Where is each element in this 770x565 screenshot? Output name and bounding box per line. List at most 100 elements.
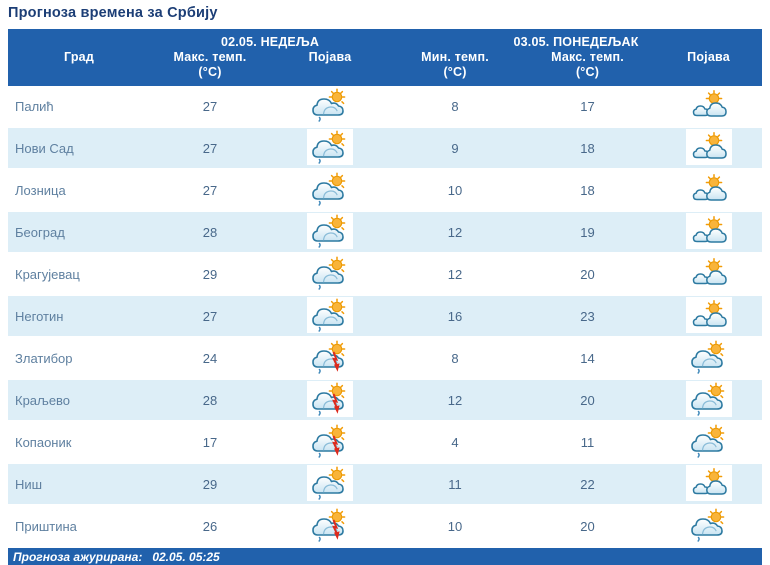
day1-max-cell: 27 bbox=[202, 98, 218, 114]
col-header-day1-phenomenon: Појава bbox=[270, 49, 391, 86]
day2-max-cell: 17 bbox=[580, 98, 595, 114]
cloud-sun-drizzle-icon bbox=[685, 381, 732, 417]
day2-min-cell: 4 bbox=[451, 434, 459, 450]
day1-phenomenon-cell bbox=[270, 505, 390, 547]
clouds-sun-icon bbox=[685, 171, 732, 207]
cloud-sun-storm-icon bbox=[307, 423, 353, 459]
day2-max-cell: 19 bbox=[580, 224, 595, 240]
city-cell: Златибор bbox=[15, 350, 73, 366]
forecast-row: Лозница 27 10 18 bbox=[8, 169, 763, 211]
day2-phenomenon-cell bbox=[655, 86, 762, 127]
cloud-sun-drizzle-icon bbox=[685, 507, 732, 543]
day2-min-cell: 11 bbox=[448, 476, 462, 492]
city-cell: Палић bbox=[15, 98, 54, 114]
updated-time: 02.05. 05:25 bbox=[152, 549, 220, 564]
day2-max-cell: 11 bbox=[580, 434, 595, 450]
day2-max-cell: 22 bbox=[580, 476, 595, 492]
day2-phenomenon-cell bbox=[655, 295, 762, 337]
day2-max-cell: 18 bbox=[580, 140, 595, 156]
clouds-sun-icon bbox=[685, 297, 732, 333]
day2-phenomenon-cell bbox=[655, 211, 762, 253]
day2-min-cell: 10 bbox=[447, 518, 463, 534]
col-label: Мин. темп. bbox=[421, 50, 489, 64]
day2-phenomenon-cell bbox=[655, 379, 762, 421]
clouds-sun-icon bbox=[685, 87, 732, 123]
forecast-row: Ниш 29 11 22 bbox=[8, 463, 763, 505]
day1-max-cell: 28 bbox=[202, 224, 218, 240]
col-label: Макс. темп. bbox=[551, 50, 624, 64]
forecast-row: Нови Сад 27 9 18 bbox=[8, 127, 763, 169]
day2-phenomenon-cell bbox=[655, 337, 762, 379]
day2-min-cell: 8 bbox=[451, 98, 459, 114]
update-bar: Прогноза ажурирана: 02.05. 05:25 bbox=[8, 548, 762, 565]
clouds-sun-icon bbox=[685, 255, 732, 291]
page-title: Прогноза времена за Србију bbox=[8, 5, 218, 21]
day2-header: 03.05. ПОНЕДЕЉАК bbox=[390, 29, 763, 49]
forecast-row: Краљево 28 12 20 bbox=[8, 379, 763, 421]
forecast-row: Палић 27 8 17 bbox=[8, 86, 763, 127]
cloud-sun-drizzle-icon bbox=[307, 129, 353, 165]
day2-min-cell: 12 bbox=[447, 224, 463, 240]
city-cell: Неготин bbox=[15, 308, 64, 324]
day1-phenomenon-cell bbox=[270, 169, 390, 211]
clouds-sun-icon bbox=[685, 129, 732, 165]
day1-max-cell: 26 bbox=[202, 518, 218, 534]
day1-max-cell: 24 bbox=[202, 350, 218, 366]
day1-phenomenon-cell bbox=[270, 463, 390, 505]
day1-max-cell: 27 bbox=[202, 140, 218, 156]
forecast-row: Београд 28 12 19 bbox=[8, 211, 763, 253]
day2-min-cell: 8 bbox=[451, 350, 459, 366]
day2-min-cell: 12 bbox=[447, 266, 463, 282]
cloud-sun-drizzle-icon bbox=[307, 255, 353, 291]
day2-max-cell: 20 bbox=[580, 392, 595, 408]
city-cell: Крагујевац bbox=[15, 266, 80, 282]
cloud-sun-storm-icon bbox=[307, 381, 353, 417]
day1-phenomenon-cell bbox=[270, 295, 390, 337]
col-header-day2-max: Макс. темп. (°C) bbox=[520, 49, 656, 86]
unit-label: (°C) bbox=[198, 65, 222, 79]
day2-phenomenon-cell bbox=[655, 505, 762, 547]
clouds-sun-icon bbox=[685, 465, 732, 501]
col-label: Макс. темп. bbox=[173, 50, 247, 64]
city-cell: Лозница bbox=[15, 182, 66, 198]
day2-max-cell: 23 bbox=[580, 308, 595, 324]
col-header-city: Град bbox=[8, 49, 150, 86]
forecast-body: Палић 27 8 17 Нови Сад 27 9 18 Лозница 2… bbox=[8, 86, 763, 547]
cloud-sun-drizzle-icon bbox=[307, 213, 353, 249]
cloud-sun-storm-icon bbox=[307, 339, 353, 375]
day1-phenomenon-cell bbox=[270, 211, 390, 253]
day1-max-cell: 17 bbox=[202, 434, 218, 450]
city-cell: Београд bbox=[15, 224, 65, 240]
col-label: Појава bbox=[687, 50, 730, 64]
day1-phenomenon-cell bbox=[270, 127, 390, 169]
forecast-table: 02.05. НЕДЕЉА 03.05. ПОНЕДЕЉАК Град Макс… bbox=[8, 29, 763, 548]
day2-phenomenon-cell bbox=[655, 463, 762, 505]
clouds-sun-icon bbox=[685, 213, 732, 249]
day1-header: 02.05. НЕДЕЉА bbox=[150, 29, 391, 49]
day1-phenomenon-cell bbox=[270, 421, 390, 463]
day2-min-cell: 9 bbox=[451, 140, 459, 156]
day2-max-cell: 18 bbox=[580, 182, 595, 198]
forecast-row: Златибор 24 8 14 bbox=[8, 337, 763, 379]
forecast-row: Крагујевац 29 12 20 bbox=[8, 253, 763, 295]
cloud-sun-drizzle-icon bbox=[685, 339, 732, 375]
cloud-sun-storm-icon bbox=[307, 507, 353, 543]
cloud-sun-drizzle-icon bbox=[307, 297, 353, 333]
day1-max-cell: 27 bbox=[202, 182, 218, 198]
unit-label: (°C) bbox=[575, 65, 600, 79]
cloud-sun-drizzle-icon bbox=[307, 87, 353, 123]
col-header-day2-min: Мин. темп. (°C) bbox=[390, 49, 521, 86]
city-cell: Нови Сад bbox=[15, 140, 74, 156]
updated-label: Прогноза ажурирана: bbox=[13, 549, 143, 564]
day1-phenomenon-cell bbox=[270, 379, 390, 421]
day2-phenomenon-cell bbox=[655, 253, 762, 295]
city-cell: Копаоник bbox=[15, 434, 72, 450]
day1-phenomenon-cell bbox=[270, 253, 390, 295]
day1-max-cell: 29 bbox=[202, 266, 218, 282]
day1-phenomenon-cell bbox=[270, 337, 390, 379]
col-header-day1-max: Макс. темп. (°C) bbox=[150, 49, 270, 86]
city-cell: Краљево bbox=[15, 392, 71, 408]
day2-min-cell: 10 bbox=[447, 182, 463, 198]
unit-label: (°C) bbox=[443, 65, 467, 79]
city-cell: Приштина bbox=[15, 518, 77, 534]
